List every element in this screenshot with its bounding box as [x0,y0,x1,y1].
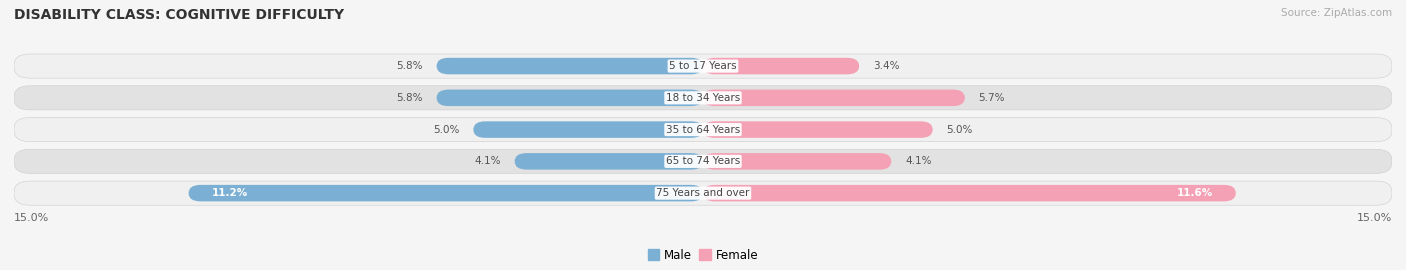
FancyBboxPatch shape [515,153,703,170]
Text: 75 Years and over: 75 Years and over [657,188,749,198]
Text: 5.0%: 5.0% [946,124,973,135]
FancyBboxPatch shape [474,121,703,138]
Text: 35 to 64 Years: 35 to 64 Years [666,124,740,135]
Text: 11.6%: 11.6% [1177,188,1213,198]
Legend: Male, Female: Male, Female [643,244,763,266]
FancyBboxPatch shape [14,149,1392,173]
Text: 15.0%: 15.0% [14,213,49,223]
Text: 5.8%: 5.8% [396,61,423,71]
Text: 4.1%: 4.1% [474,156,501,166]
Text: 15.0%: 15.0% [1357,213,1392,223]
Text: 3.4%: 3.4% [873,61,900,71]
FancyBboxPatch shape [703,185,1236,201]
Text: 5.7%: 5.7% [979,93,1005,103]
FancyBboxPatch shape [14,54,1392,78]
FancyBboxPatch shape [703,153,891,170]
FancyBboxPatch shape [14,181,1392,205]
Text: 4.1%: 4.1% [905,156,932,166]
FancyBboxPatch shape [703,90,965,106]
Text: 5 to 17 Years: 5 to 17 Years [669,61,737,71]
Text: DISABILITY CLASS: COGNITIVE DIFFICULTY: DISABILITY CLASS: COGNITIVE DIFFICULTY [14,8,344,22]
FancyBboxPatch shape [437,90,703,106]
FancyBboxPatch shape [437,58,703,74]
Text: 11.2%: 11.2% [211,188,247,198]
FancyBboxPatch shape [703,58,859,74]
FancyBboxPatch shape [14,86,1392,110]
Text: 65 to 74 Years: 65 to 74 Years [666,156,740,166]
Text: Source: ZipAtlas.com: Source: ZipAtlas.com [1281,8,1392,18]
FancyBboxPatch shape [703,121,932,138]
FancyBboxPatch shape [14,117,1392,142]
Text: 18 to 34 Years: 18 to 34 Years [666,93,740,103]
Text: 5.0%: 5.0% [433,124,460,135]
Text: 5.8%: 5.8% [396,93,423,103]
FancyBboxPatch shape [188,185,703,201]
